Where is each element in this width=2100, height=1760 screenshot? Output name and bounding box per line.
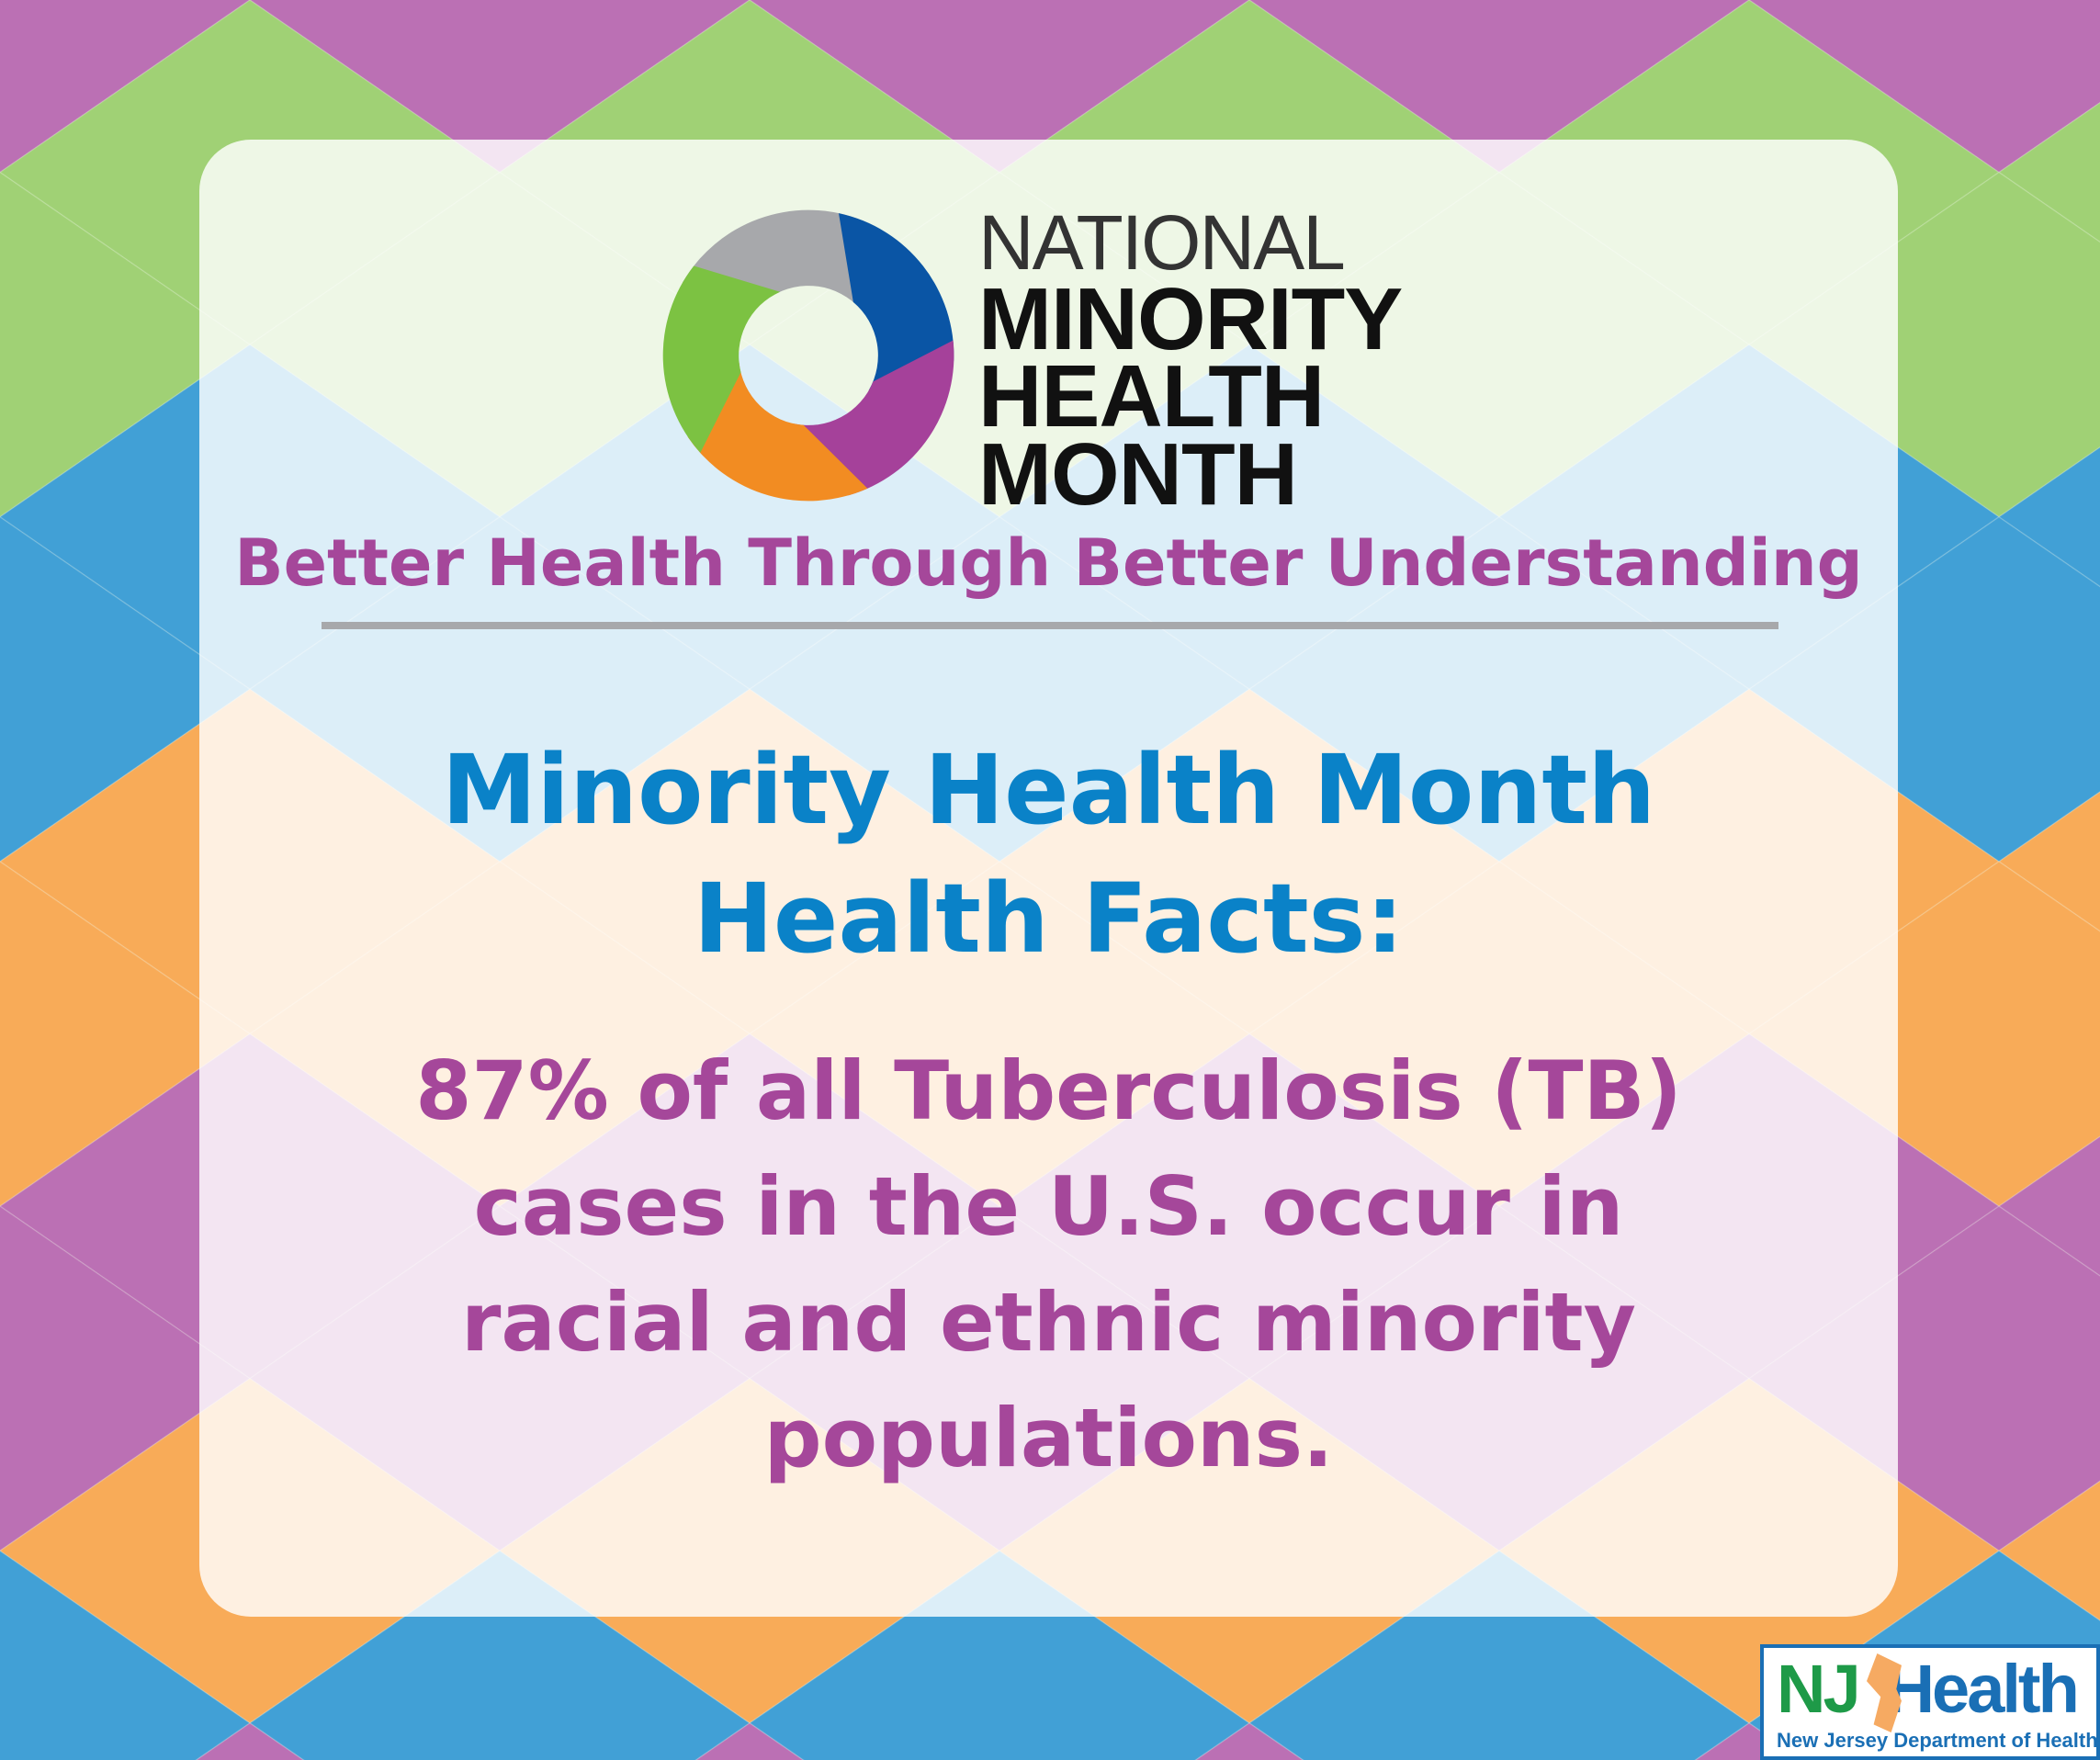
minority-health-ring-logo [662, 209, 954, 502]
logo-ring-segment [687, 362, 868, 502]
wordmark-national: NATIONAL [978, 199, 1346, 286]
health-text: Health [1885, 1651, 2080, 1727]
content-card [199, 140, 1898, 1617]
fact-line-3: racial and ethnic minority [461, 1275, 1636, 1370]
health-fact: 87% of all Tuberculosis (TB) cases in th… [199, 1033, 1898, 1496]
heading-line-2: Health Facts: [693, 863, 1405, 975]
logo-ring-segment [839, 213, 954, 390]
nj-text: NJ [1777, 1651, 1861, 1727]
tagline: Better Health Through Better Understandi… [234, 525, 1863, 601]
wordmark-minority: MINORITY [978, 270, 1403, 368]
nj-health-logo: NJ Health New Jersey Department of Health [1760, 1644, 2100, 1760]
nmhm-wordmark: NATIONAL MINORITY HEALTH MONTH [978, 199, 1403, 524]
logo-ring-segment [662, 265, 781, 453]
divider [322, 622, 1778, 629]
fact-line-1: 87% of all Tuberculosis (TB) [415, 1044, 1682, 1138]
nj-subtitle: New Jersey Department of Health [1777, 1729, 2098, 1752]
heading: Minority Health Month Health Facts: [199, 726, 1898, 983]
fact-line-2: cases in the U.S. occur in [473, 1159, 1624, 1254]
fact-line-4: populations. [763, 1391, 1334, 1485]
wordmark-month: MONTH [978, 424, 1298, 524]
heading-line-1: Minority Health Month [441, 734, 1656, 846]
wordmark-health: HEALTH [978, 347, 1325, 446]
